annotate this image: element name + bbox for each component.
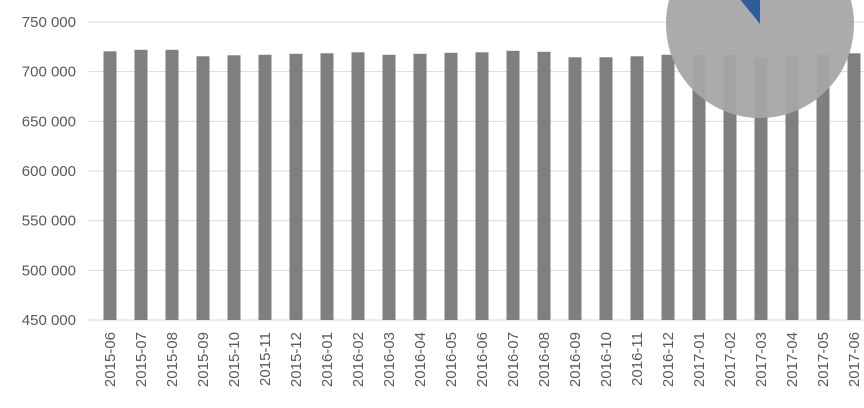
bar — [103, 51, 117, 320]
bar — [599, 57, 613, 320]
bar — [847, 53, 861, 320]
x-tick-label: 2016-02 — [350, 332, 367, 387]
bar — [506, 50, 520, 320]
y-tick-label: 650 000 — [22, 113, 76, 130]
x-tick-label: 2016-10 — [598, 332, 615, 387]
x-tick-label: 2016-11 — [629, 332, 646, 386]
x-tick-label: 2016-12 — [660, 332, 677, 387]
bar — [661, 54, 675, 320]
x-tick-label: 2015-08 — [164, 332, 181, 387]
x-axis-tick-labels: 2015-06 2015-07 2015-08 2015-09 2015-10 2015-… — [102, 332, 863, 387]
pie-slice — [740, 0, 760, 24]
x-tick-label: 2016-03 — [381, 332, 398, 387]
bar — [754, 57, 768, 320]
bar — [289, 53, 303, 320]
bar — [227, 55, 241, 320]
y-tick-label: 600 000 — [22, 163, 76, 180]
bar — [537, 51, 551, 321]
bar — [165, 49, 179, 321]
x-tick-label: 2016-01 — [319, 332, 336, 387]
x-tick-label: 2015-12 — [288, 332, 305, 387]
x-tick-label: 2016-04 — [412, 332, 429, 387]
bar — [816, 54, 830, 320]
inset-pie-chart — [666, 0, 854, 118]
bar-series — [103, 49, 861, 321]
x-tick-label: 2016-07 — [505, 332, 522, 387]
x-tick-label: 2016-09 — [567, 332, 584, 387]
y-tick-label: 550 000 — [22, 213, 76, 230]
bar — [630, 56, 644, 321]
bar — [196, 56, 210, 321]
x-tick-label: 2017-01 — [691, 332, 708, 387]
x-tick-label: 2017-03 — [753, 332, 770, 387]
bar — [351, 52, 365, 321]
bar — [692, 54, 706, 320]
x-tick-label: 2015-07 — [133, 332, 150, 387]
bar — [320, 53, 334, 320]
bar — [444, 52, 458, 320]
y-tick-label: 700 000 — [22, 64, 76, 81]
bar — [785, 56, 799, 321]
x-tick-label: 2015-11 — [257, 332, 274, 386]
bar — [258, 54, 272, 320]
x-tick-label: 2016-05 — [443, 332, 460, 387]
pie-slice — [666, 0, 854, 118]
x-tick-label: 2015-10 — [226, 332, 243, 387]
x-tick-label: 2016-08 — [536, 332, 553, 387]
x-tick-label: 2016-06 — [474, 332, 491, 387]
x-tick-label: 2015-06 — [102, 332, 119, 387]
x-tick-label: 2017-05 — [815, 332, 832, 387]
x-tick-label: 2017-02 — [722, 332, 739, 387]
y-tick-label: 500 000 — [22, 262, 76, 279]
y-tick-label: 450 000 — [22, 312, 76, 329]
x-tick-label: 2017-04 — [784, 332, 801, 387]
bar — [723, 54, 737, 320]
bar — [475, 52, 489, 321]
x-tick-label: 2017-06 — [846, 332, 863, 387]
bar — [382, 54, 396, 320]
bar — [134, 49, 148, 321]
x-tick-label: 2015-09 — [195, 332, 212, 387]
bar — [413, 53, 427, 320]
y-tick-label: 750 000 — [22, 14, 76, 31]
y-axis-tick-labels: 450 000 500 000 550 000 600 000 650 000 700 0… — [22, 14, 76, 329]
bar — [568, 57, 582, 320]
